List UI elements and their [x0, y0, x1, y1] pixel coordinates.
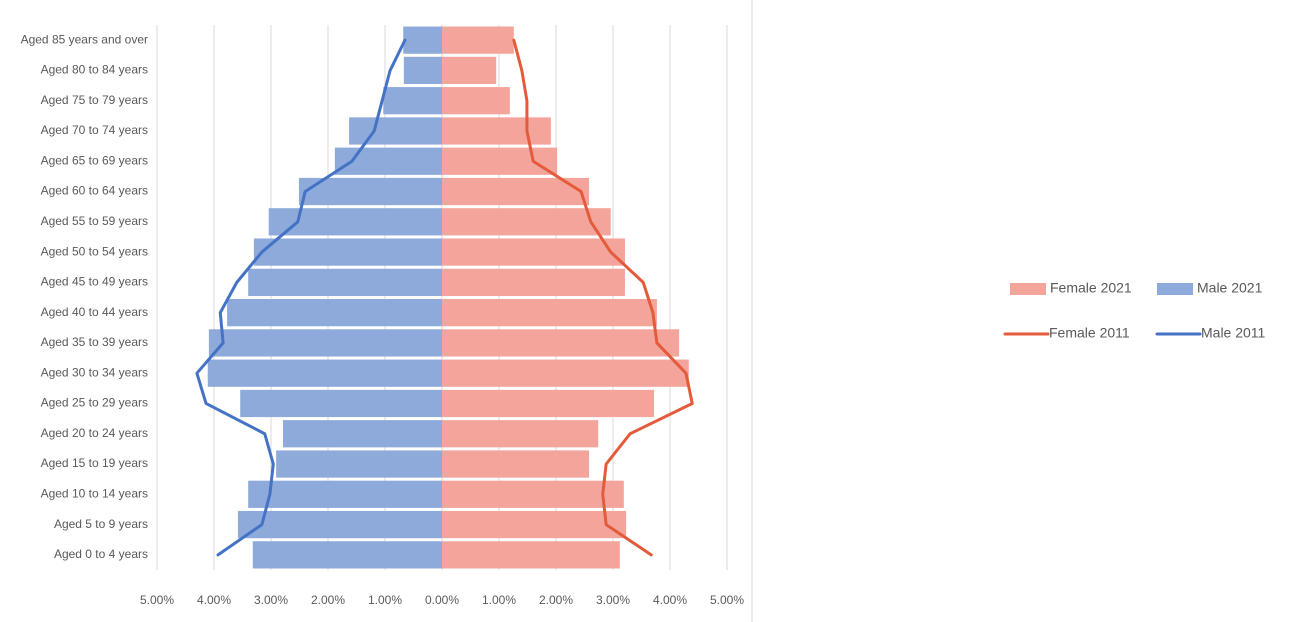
bar: [298, 177, 442, 206]
bar: [442, 56, 497, 85]
y-tick-label: Aged 10 to 14 years: [41, 486, 148, 500]
bar: [442, 480, 624, 508]
bar: [442, 208, 611, 236]
bar: [442, 450, 590, 478]
bar: [403, 26, 442, 54]
legend-label: Male 2011: [1201, 325, 1266, 341]
bar: [403, 56, 442, 85]
bar: [383, 87, 442, 115]
line: [195, 38, 407, 557]
bar: [442, 268, 625, 296]
y-tick-label: Aged 70 to 74 years: [41, 123, 148, 137]
y-tick-label: Aged 30 to 34 years: [41, 365, 148, 379]
bar: [252, 541, 442, 569]
bar: [442, 329, 680, 357]
y-tick-label: Aged 85 years and over: [21, 32, 148, 46]
bar: [248, 268, 442, 296]
bar: [442, 299, 657, 327]
bar: [268, 208, 442, 236]
bar: [442, 359, 689, 387]
legend-label: Female 2011: [1049, 325, 1130, 341]
y-tick-label: Aged 80 to 84 years: [41, 63, 148, 77]
y-tick-label: Aged 0 to 4 years: [54, 547, 148, 561]
y-tick-label: Aged 25 to 29 years: [41, 396, 148, 410]
x-tick-label: 0.00%: [425, 593, 459, 607]
x-tick-label: 2.00%: [311, 593, 345, 607]
bar: [442, 87, 510, 115]
x-tick-label: 1.00%: [482, 593, 516, 607]
bar: [442, 389, 655, 418]
y-tick-label: Aged 75 to 79 years: [41, 93, 148, 107]
bar: [442, 510, 627, 539]
legend: Female 2021 Male 2021 Female 2011 Male 2011: [1003, 280, 1266, 341]
y-tick-label: Aged 20 to 24 years: [41, 426, 148, 440]
bar: [282, 420, 442, 448]
lines: [195, 38, 694, 557]
bar: [248, 480, 442, 508]
bar: [207, 359, 442, 387]
legend-label: Male 2021: [1197, 280, 1263, 296]
bar: [442, 26, 514, 54]
bars: [207, 26, 689, 569]
y-tick-label: Aged 60 to 64 years: [41, 184, 148, 198]
x-tick-label: 4.00%: [653, 593, 687, 607]
y-tick-label: Aged 15 to 19 years: [41, 456, 148, 470]
bar: [208, 329, 442, 357]
x-tick-label: 5.00%: [710, 593, 744, 607]
bar: [237, 510, 442, 539]
bar: [442, 117, 551, 145]
y-tick-label: Aged 45 to 49 years: [41, 275, 148, 289]
x-tick-label: 4.00%: [197, 593, 231, 607]
bar: [442, 541, 620, 569]
grid: [156, 25, 728, 570]
bar: [442, 147, 558, 175]
y-tick-label: Aged 65 to 69 years: [41, 153, 148, 167]
x-tick-label: 3.00%: [254, 593, 288, 607]
legend-label: Female 2021: [1050, 280, 1132, 296]
y-tick-label: Aged 5 to 9 years: [54, 517, 148, 531]
legend-swatch: [1010, 283, 1046, 295]
line: [512, 38, 694, 557]
y-tick-label: Aged 35 to 39 years: [41, 335, 148, 349]
bar: [253, 238, 442, 266]
x-tick-label: 1.00%: [368, 593, 402, 607]
bar: [349, 117, 442, 145]
bar: [227, 299, 442, 327]
y-tick-label: Aged 50 to 54 years: [41, 244, 148, 258]
y-tick-label: Aged 40 to 44 years: [41, 305, 148, 319]
legend-swatch: [1157, 283, 1193, 295]
bar: [442, 238, 625, 266]
y-tick-label: Aged 55 to 59 years: [41, 214, 148, 228]
x-tick-label: 5.00%: [140, 593, 174, 607]
bar: [240, 389, 442, 418]
bar: [276, 450, 442, 478]
labels: 5.00% 4.00% 3.00% 2.00% 1.00% 0.00% 1.00% 2.00%…: [21, 32, 745, 607]
x-tick-label: 2.00%: [539, 593, 573, 607]
bar: [442, 420, 599, 448]
x-tick-label: 3.00%: [596, 593, 630, 607]
